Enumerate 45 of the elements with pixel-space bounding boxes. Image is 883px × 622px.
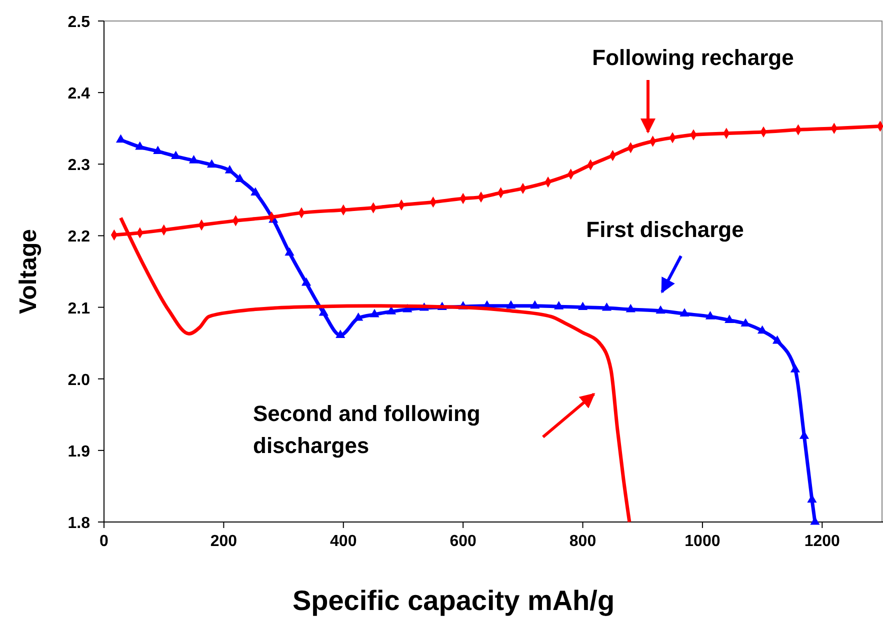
y-tick-label: 1.9	[68, 443, 90, 460]
annotation: Following recharge	[592, 45, 794, 70]
y-tick-label: 2.5	[68, 14, 90, 31]
point	[188, 155, 199, 164]
y-tick-label: 2.1	[68, 300, 90, 318]
point	[602, 302, 612, 311]
point	[318, 307, 328, 316]
point	[680, 308, 690, 316]
x-tick-label: 400	[330, 533, 357, 550]
point	[705, 311, 716, 320]
point	[790, 364, 800, 372]
point	[626, 304, 636, 312]
y-tick-label: 2.4	[68, 86, 90, 103]
point	[250, 187, 260, 196]
point	[506, 300, 516, 309]
annotation: Second and following discharges	[253, 401, 480, 458]
point	[554, 301, 564, 310]
point	[135, 141, 145, 150]
point	[206, 159, 217, 168]
y-tick-label: 1.8	[68, 515, 90, 532]
x-tick-label: 1200	[804, 533, 840, 550]
point	[386, 306, 396, 314]
point	[656, 305, 666, 314]
x-axis-title: Specific capacity mAh/g	[292, 585, 615, 616]
x-tick-label: 200	[210, 533, 238, 550]
point	[336, 330, 346, 338]
y-tick-label: 2.0	[68, 372, 90, 389]
x-tick-label: 800	[569, 533, 596, 550]
point	[370, 308, 380, 318]
y-axis-title: Voltage	[15, 229, 42, 314]
point	[724, 314, 734, 323]
y-tick-label: 2.2	[68, 228, 90, 246]
point	[354, 312, 364, 321]
point	[284, 247, 294, 256]
point	[578, 302, 588, 310]
point	[301, 277, 312, 286]
annotation: First discharge	[586, 217, 744, 242]
y-tick-label: 2.3	[68, 157, 90, 174]
point	[530, 300, 540, 309]
x-tick-label: 0	[100, 533, 109, 550]
x-tick-label: 1000	[684, 533, 720, 550]
point	[224, 165, 234, 174]
point	[772, 335, 782, 344]
point	[235, 174, 245, 182]
x-tick-label: 600	[450, 533, 477, 550]
